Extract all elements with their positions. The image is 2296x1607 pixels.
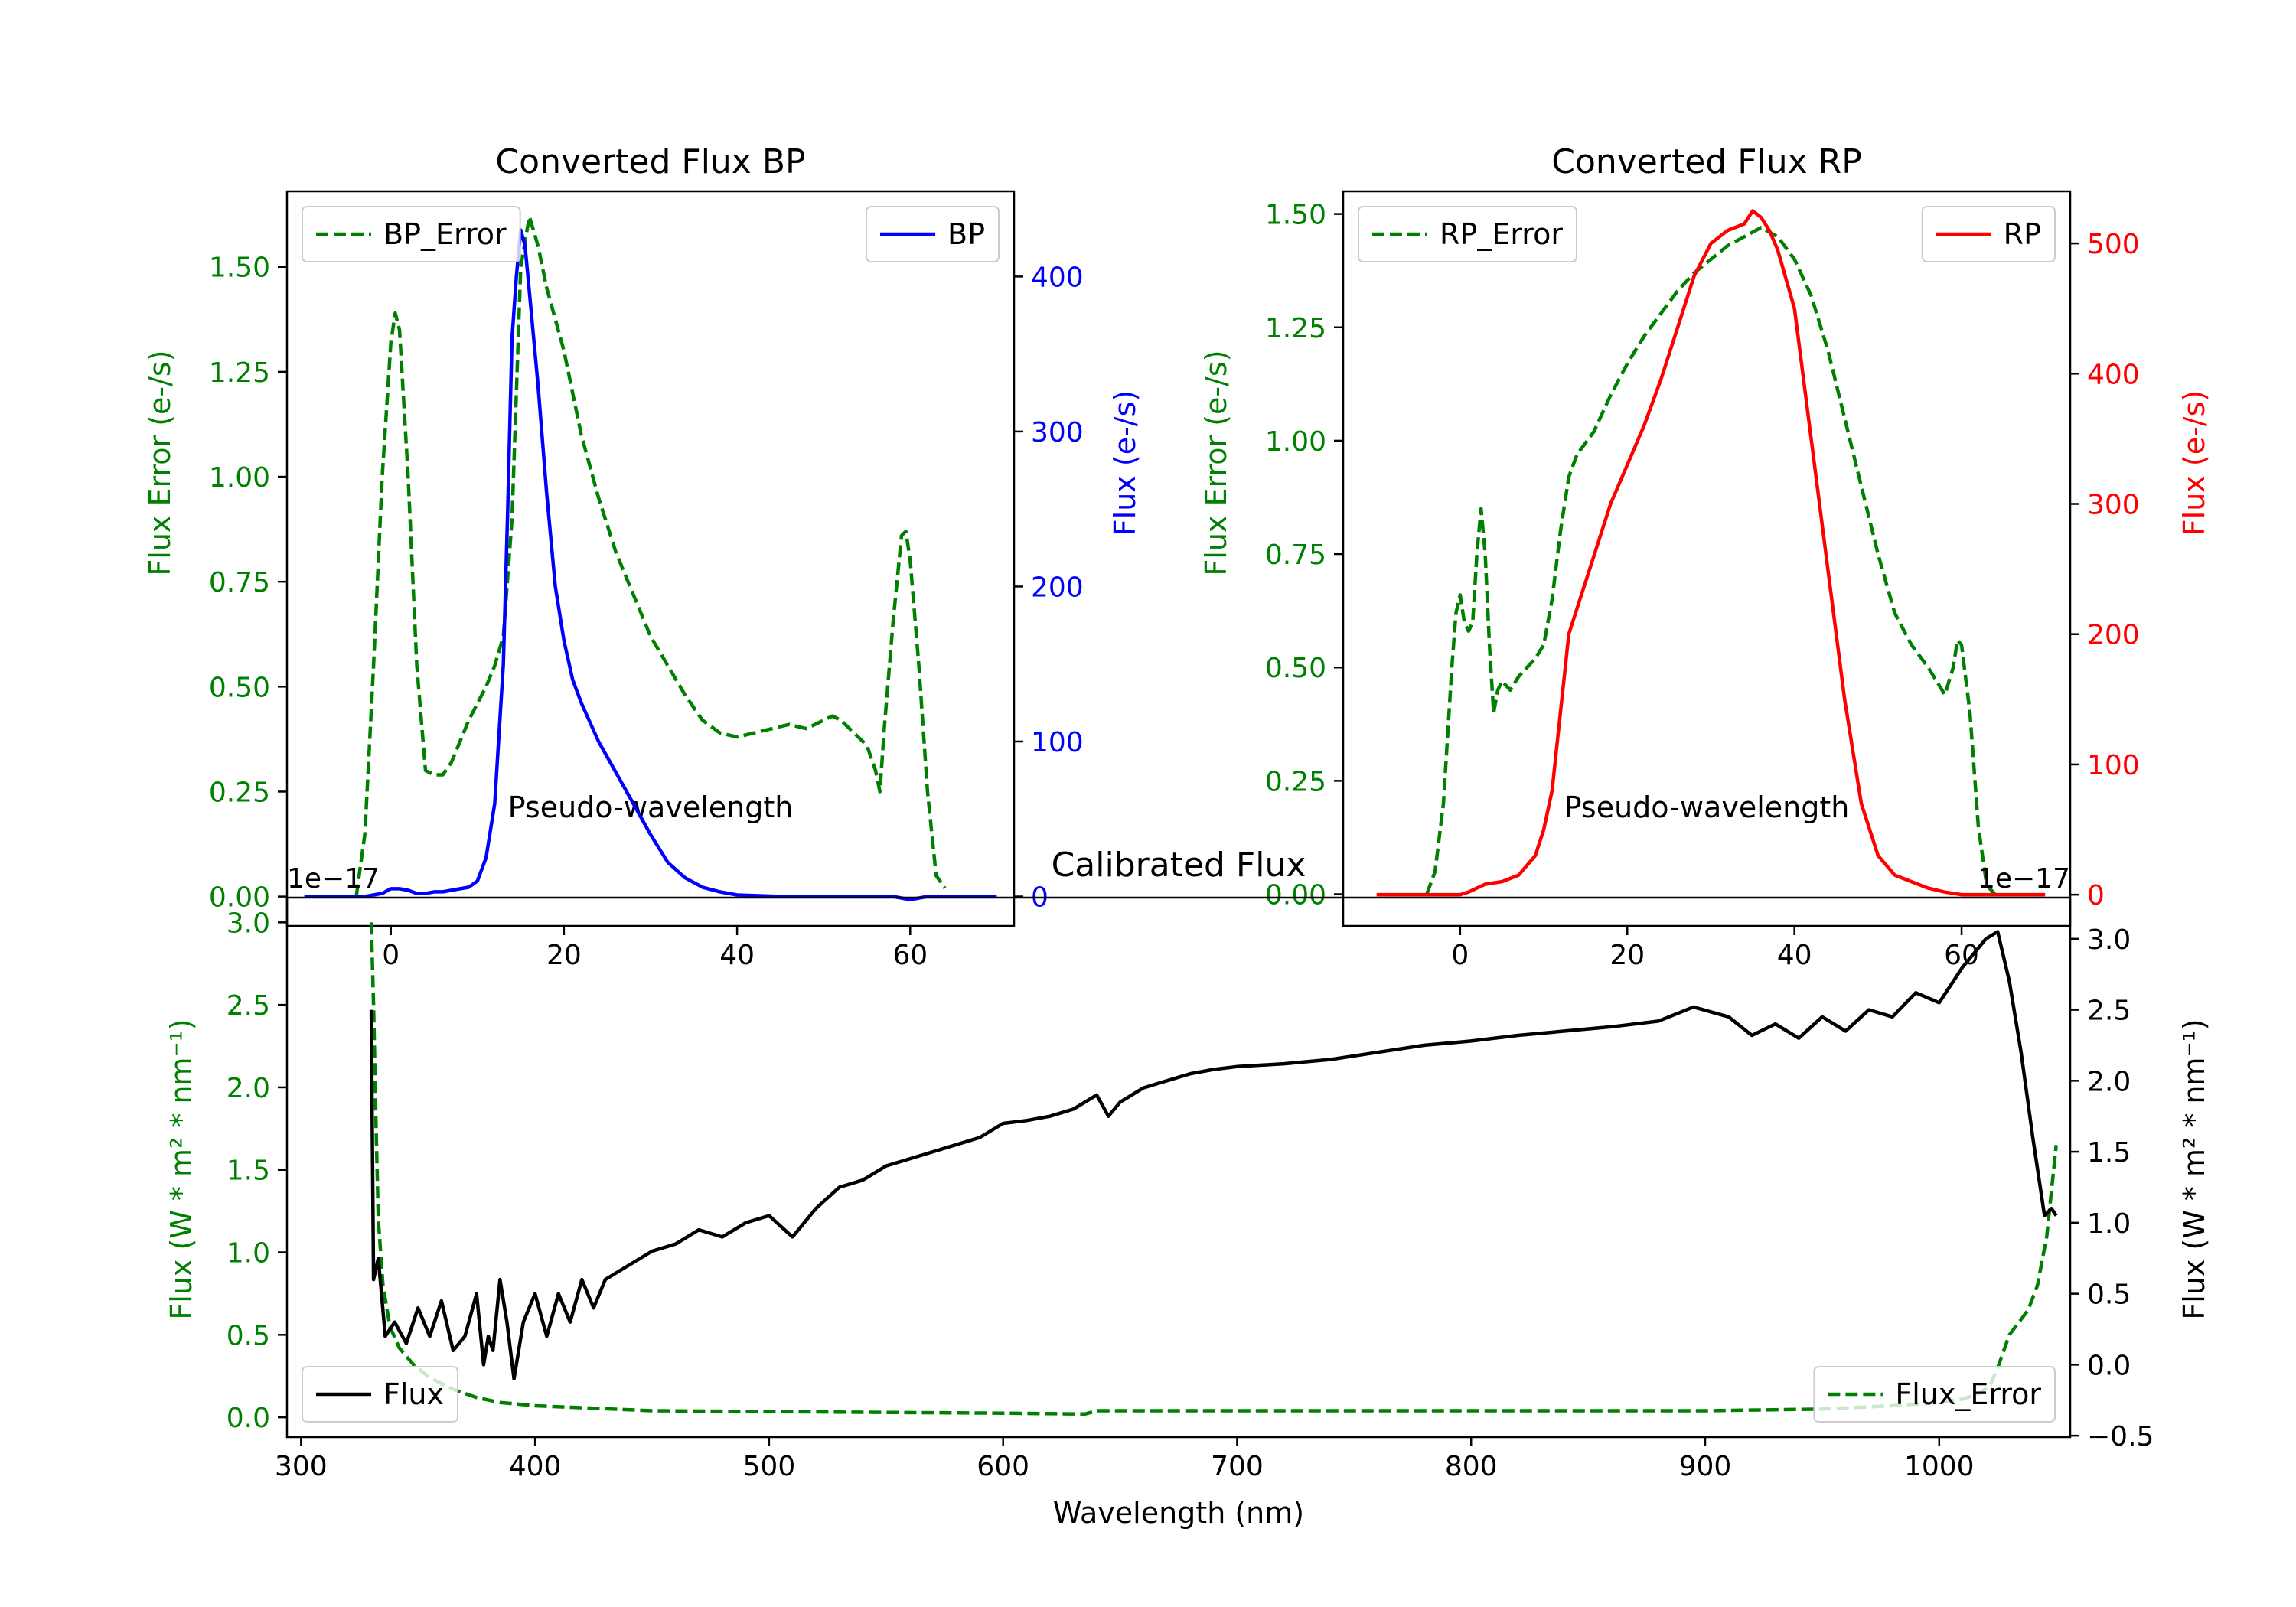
panel-bp-title: Converted Flux BP: [495, 142, 805, 181]
panel-calibrated-title: Calibrated Flux: [1052, 846, 1306, 885]
x-tick-label: 500: [743, 1451, 796, 1482]
y-right-tick-label: 100: [2087, 750, 2140, 781]
y-left-tick-label: 3.0: [227, 908, 270, 939]
y-right-tick-label: 200: [2087, 620, 2140, 651]
x-tick-label: 900: [1679, 1451, 1732, 1482]
y-left-tick-label: 1.25: [209, 357, 270, 389]
y-right-tick-label: 1.0: [2087, 1208, 2131, 1240]
y-right-tick-label: 400: [1031, 262, 1084, 293]
legend-left: RP_Error: [1358, 207, 1577, 262]
panel-rp-ylabel-right: Flux (e-/s): [2177, 390, 2211, 536]
y-right-tick-label: 1.5: [2087, 1137, 2131, 1169]
y-right-tick-label: 2.0: [2087, 1066, 2131, 1097]
panel-bp-xlabel: Pseudo-wavelength: [508, 790, 794, 824]
x-tick-label: 40: [1777, 940, 1812, 971]
legend-right: RP: [1923, 207, 2055, 262]
y-right-tick-label: 100: [1031, 727, 1084, 758]
legend-left: BP_Error: [302, 207, 520, 262]
legend-label: Flux: [383, 1377, 444, 1411]
y-left-tick-label: 2.0: [227, 1073, 270, 1104]
y-left-tick-label: 1.5: [227, 1156, 270, 1187]
x-tick-label: 20: [546, 940, 582, 971]
y-left-tick-label: 0.5: [227, 1320, 270, 1351]
y-right-tick-label: 300: [2087, 490, 2140, 521]
y-left-tick-label: 1.00: [1265, 426, 1326, 458]
y-left-tick-label: 0.0: [227, 1403, 270, 1434]
y-left-tick-label: 1.25: [1265, 313, 1326, 344]
panel-rp-title: Converted Flux RP: [1551, 142, 1862, 181]
x-tick-label: 40: [719, 940, 755, 971]
x-tick-label: 60: [892, 940, 928, 971]
x-tick-label: 1000: [1904, 1451, 1975, 1482]
panel-calibrated-ylabel-right: Flux (W * m² * nm⁻¹): [2177, 1019, 2211, 1319]
x-tick-label: 800: [1445, 1451, 1498, 1482]
panel-calibrated-xlabel: Wavelength (nm): [1053, 1496, 1304, 1530]
y-left-tick-label: 1.50: [1265, 200, 1326, 231]
y-left-tick-label: 1.50: [209, 253, 270, 284]
y-right-tick-label: −0.5: [2087, 1421, 2154, 1452]
x-tick-label: 20: [1609, 940, 1645, 971]
legend-label: Flux_Error: [1895, 1377, 2041, 1411]
y-right-tick-label: 0: [2087, 880, 2105, 911]
figure: Converted Flux BP Pseudo-wavelength Flux…: [0, 0, 2296, 1607]
y-right-tick-label: 0.0: [2087, 1350, 2131, 1381]
legend-left: Flux: [302, 1367, 458, 1422]
x-tick-label: 300: [275, 1451, 328, 1482]
panel-calibrated-offset-left: 1e−17: [287, 863, 380, 895]
y-left-tick-label: 0.50: [209, 672, 270, 703]
y-right-tick-label: 0.5: [2087, 1279, 2131, 1311]
legend-label: RP_Error: [1440, 217, 1563, 251]
panel-bp-ylabel-left: Flux Error (e-/s): [143, 350, 177, 575]
y-right-tick-label: 200: [1031, 572, 1084, 603]
legend-label: BP: [947, 217, 985, 251]
legend-label: RP: [2004, 217, 2041, 251]
y-right-tick-label: 500: [2087, 229, 2140, 260]
y-left-tick-label: 2.5: [227, 990, 270, 1022]
x-tick-label: 700: [1211, 1451, 1264, 1482]
y-right-tick-label: 3.0: [2087, 924, 2131, 956]
y-right-tick-label: 400: [2087, 359, 2140, 390]
panel-rp-ylabel-left: Flux Error (e-/s): [1199, 350, 1233, 575]
y-left-tick-label: 0.50: [1265, 653, 1326, 684]
y-left-tick-label: 0.75: [1265, 539, 1326, 571]
panel-rp-xlabel: Pseudo-wavelength: [1564, 790, 1850, 824]
panel-calibrated-ylabel-left: Flux (W * m² * nm⁻¹): [165, 1019, 198, 1319]
legend-right: BP: [866, 207, 999, 262]
y-right-tick-label: 300: [1031, 417, 1084, 448]
x-tick-label: 600: [977, 1451, 1029, 1482]
legend-right: Flux_Error: [1814, 1367, 2055, 1422]
x-tick-label: 0: [1451, 940, 1469, 971]
panel-calibrated-offset-right: 1e−17: [1978, 863, 2070, 895]
y-left-tick-label: 0.25: [1265, 766, 1326, 797]
y-left-tick-label: 1.0: [227, 1238, 270, 1270]
x-tick-label: 400: [509, 1451, 562, 1482]
panel-bp-ylabel-right: Flux (e-/s): [1108, 390, 1142, 536]
y-right-tick-label: 2.5: [2087, 996, 2131, 1027]
legend-label: BP_Error: [383, 217, 507, 251]
x-tick-label: 0: [382, 940, 400, 971]
y-left-tick-label: 0.25: [209, 777, 270, 808]
y-left-tick-label: 0.75: [209, 567, 270, 598]
y-left-tick-label: 1.00: [209, 462, 270, 494]
